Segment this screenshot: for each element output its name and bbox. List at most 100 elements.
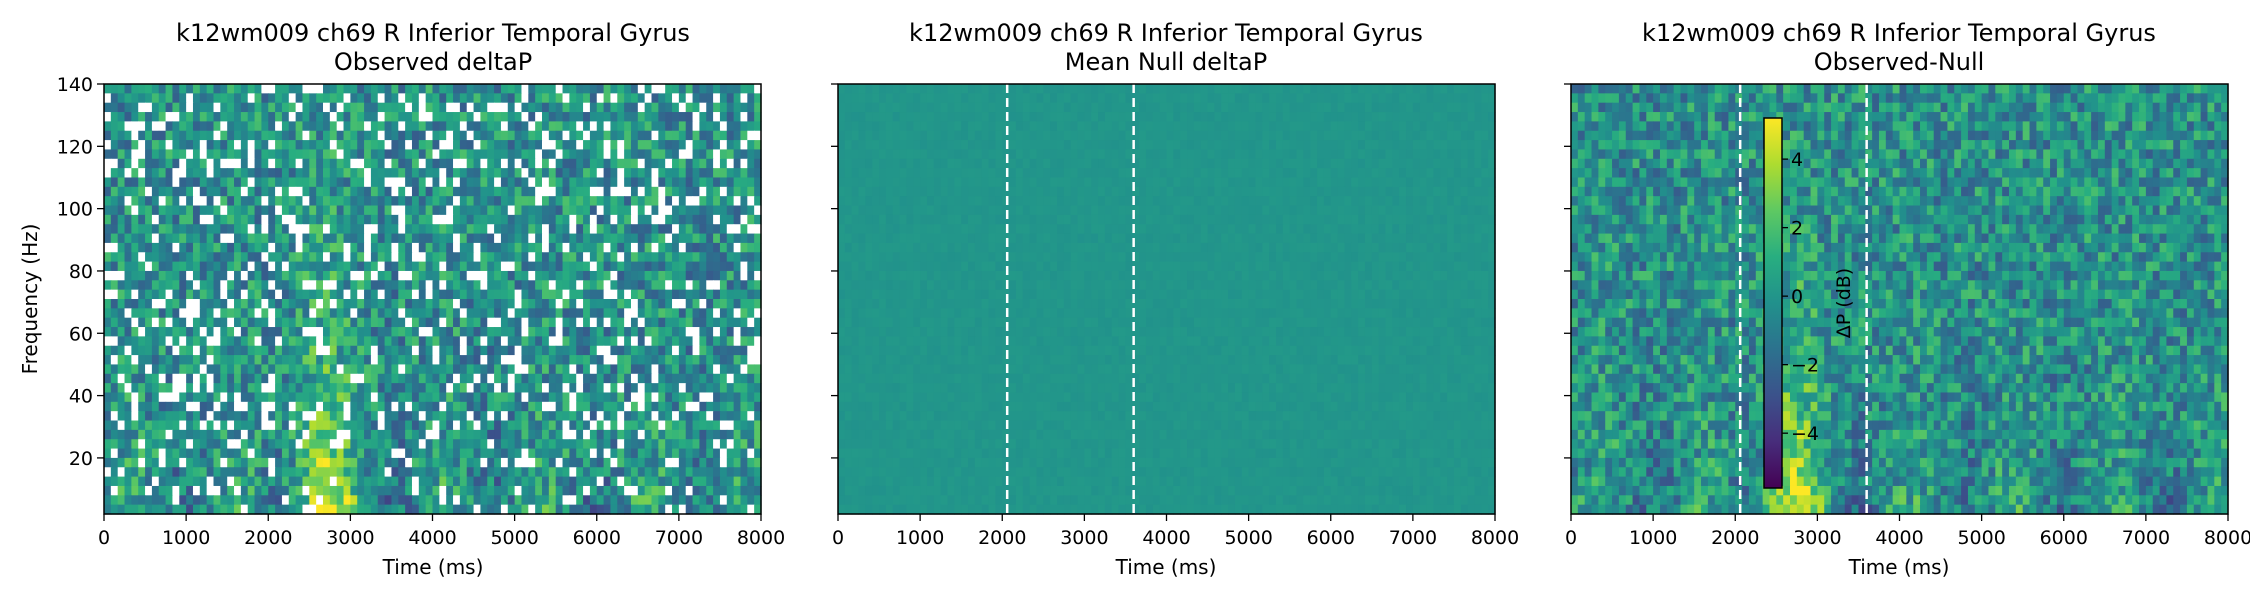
heatmap-cell (398, 214, 406, 225)
heatmap-cell (199, 336, 208, 347)
heatmap-cell (247, 317, 256, 328)
heatmap-cell (117, 196, 126, 207)
heatmap-cell (624, 224, 632, 235)
heatmap-cell (726, 504, 735, 515)
heatmap-cell (603, 485, 612, 496)
heatmap-cell (343, 327, 351, 337)
heatmap-cell (446, 186, 454, 197)
heatmap-cell (446, 270, 454, 281)
heatmap-cell (268, 121, 276, 132)
heatmap-cell (418, 485, 427, 496)
heatmap-cell (172, 336, 180, 347)
heatmap-cell (124, 261, 132, 272)
heatmap-cell (644, 270, 653, 281)
heatmap-cell (1337, 112, 1346, 122)
heatmap-cell (145, 224, 153, 235)
heatmap-cell (651, 457, 659, 468)
heatmap-cell (583, 345, 591, 356)
heatmap-cell (713, 224, 721, 235)
heatmap-cell (117, 457, 126, 468)
heatmap-cell (151, 439, 160, 450)
heatmap-cell (1015, 102, 1024, 113)
heatmap-cell (453, 214, 461, 225)
heatmap-cell (740, 299, 748, 309)
heatmap-cell (528, 392, 536, 403)
heatmap-cell (500, 476, 509, 487)
heatmap-cell (377, 345, 386, 356)
heatmap-cell (754, 196, 762, 207)
heatmap-cell (158, 476, 167, 487)
heatmap-cell (316, 457, 324, 468)
heatmap-cell (186, 420, 194, 431)
heatmap-cell (172, 280, 180, 291)
heatmap-cell (562, 495, 570, 506)
heatmap-cell (309, 411, 317, 422)
heatmap-cell (514, 112, 523, 122)
heatmap-cell (343, 252, 351, 263)
heatmap-cell (370, 93, 379, 104)
heatmap-cell (206, 280, 215, 291)
heatmap-cell (446, 317, 454, 328)
heatmap-cell (1022, 130, 1031, 141)
heatmap-cell (1200, 121, 1209, 132)
heatmap-cell (1029, 102, 1038, 113)
heatmap-cell (295, 495, 304, 506)
heatmap-cell (940, 112, 949, 122)
heatmap-cell (699, 317, 707, 328)
heatmap-cell (227, 485, 235, 496)
heatmap-cell (494, 149, 502, 160)
heatmap-cell (487, 205, 495, 216)
heatmap-cell (302, 121, 310, 132)
heatmap-cell (644, 186, 653, 197)
heatmap-cell (357, 317, 365, 328)
heatmap-cell (240, 336, 249, 347)
heatmap-cell (124, 345, 132, 356)
heatmap-cell (172, 392, 180, 403)
heatmap-cell (425, 177, 434, 188)
heatmap-cell (261, 457, 269, 468)
heatmap-cell (466, 420, 475, 431)
heatmap-cell (535, 121, 543, 132)
heatmap-cell (685, 130, 694, 141)
heatmap-cell (713, 401, 721, 412)
heatmap-cell (261, 485, 269, 496)
heatmap-cell (247, 252, 256, 263)
heatmap-cell (336, 196, 345, 207)
heatmap-cell (453, 177, 461, 188)
heatmap-cell (261, 495, 269, 506)
heatmap-cell (672, 327, 680, 337)
heatmap-cell (398, 429, 406, 440)
heatmap-cell (466, 308, 475, 319)
heatmap-cell (500, 299, 509, 309)
heatmap-cell (487, 457, 495, 468)
heatmap-cell (302, 252, 310, 263)
heatmap-cell (466, 317, 475, 328)
heatmap-cell (179, 317, 187, 328)
heatmap-cell (1460, 102, 1469, 113)
heatmap-cell (1330, 112, 1339, 122)
heatmap-cell (603, 327, 612, 337)
heatmap-cell (398, 420, 406, 431)
heatmap-cell (583, 252, 591, 263)
heatmap-cell (336, 383, 345, 394)
heatmap-cell (473, 102, 481, 113)
heatmap-cell (165, 233, 174, 244)
heatmap-cell (603, 401, 612, 412)
heatmap-cell (336, 420, 345, 431)
heatmap-cell (583, 214, 591, 225)
heatmap-cell (740, 495, 748, 506)
heatmap-cell (124, 149, 132, 160)
heatmap-cell (398, 364, 406, 375)
heatmap-cell (446, 355, 454, 366)
heatmap-cell (548, 252, 557, 263)
heatmap-cell (713, 214, 721, 225)
heatmap-cell (350, 224, 358, 235)
heatmap-cell (309, 280, 317, 291)
heatmap-cell (316, 205, 324, 216)
heatmap-cell (329, 485, 338, 496)
heatmap-cell (439, 392, 447, 403)
heatmap-cell (453, 485, 461, 496)
heatmap-cell (1022, 84, 1031, 94)
heatmap-cell (370, 411, 379, 422)
heatmap-cell (425, 336, 434, 347)
